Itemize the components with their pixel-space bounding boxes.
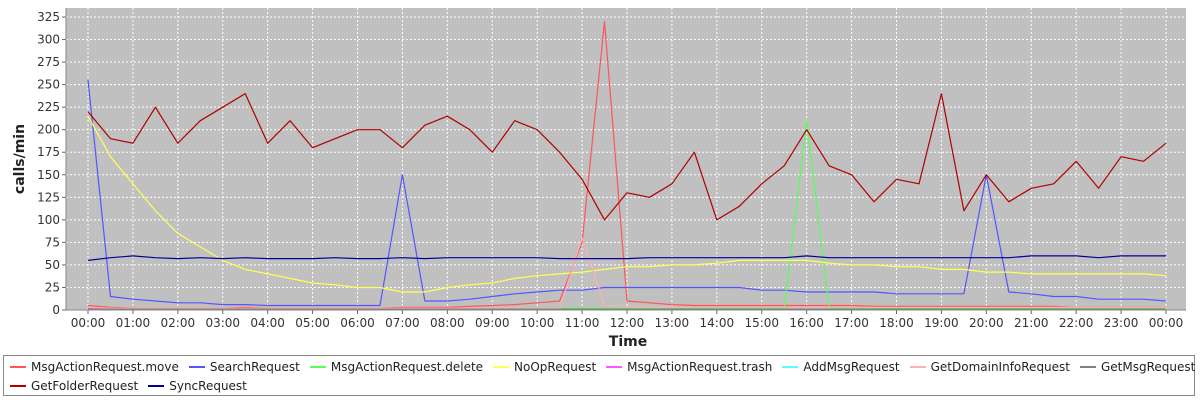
legend: MsgActionRequest.move SearchRequest MsgAct… — [3, 355, 1195, 396]
y-tick-label: 200 — [37, 123, 60, 137]
x-tick-label: 20:00 — [969, 316, 1004, 330]
legend-swatch — [1080, 366, 1096, 368]
legend-item: NoOpRequest — [493, 360, 596, 374]
y-axis: 0 25 50 75 100 125 150 175 200 225 250 275 300 325 — [37, 8, 67, 317]
x-tick-label: 00:00 — [1149, 316, 1184, 330]
legend-item: MsgActionRequest.delete — [309, 360, 484, 374]
legend-label: MsgActionRequest.move — [31, 360, 179, 374]
y-tick-label: 300 — [37, 33, 60, 47]
x-tick-label: 23:00 — [1104, 316, 1139, 330]
x-tick-label: 00:00 — [71, 316, 106, 330]
x-axis-title: Time — [609, 334, 647, 350]
legend-swatch — [309, 366, 326, 368]
series-line-syncrequest — [87, 255, 1166, 261]
x-tick-label: 16:00 — [789, 316, 824, 330]
x-axis: 00:00 01:00 02:00 03:00 04:00 05:00 06:00 07:00… — [66, 309, 1186, 330]
legend-swatch — [10, 385, 26, 387]
x-tick-label: 22:00 — [1059, 316, 1094, 330]
legend-label: SearchRequest — [209, 360, 300, 374]
y-axis-title: calls/min — [12, 124, 28, 194]
x-tick-label: 15:00 — [744, 316, 779, 330]
legend-label: GetFolderRequest — [31, 379, 139, 393]
y-tick-label: 275 — [37, 55, 60, 69]
legend-label: GetDomainInfoRequest — [930, 360, 1070, 374]
legend-item: MsgActionRequest.move — [10, 360, 179, 374]
legend-swatch — [10, 366, 26, 368]
x-tick-label: 03:00 — [205, 316, 240, 330]
legend-swatch — [782, 366, 799, 368]
x-tick-label: 08:00 — [430, 316, 465, 330]
y-tick-label: 25 — [45, 280, 60, 294]
y-tick-label: 250 — [37, 78, 60, 92]
x-tick-label: 14:00 — [700, 316, 735, 330]
legend-swatch — [909, 366, 926, 368]
legend-item: GetMsgRequest — [1080, 360, 1195, 374]
x-tick-label: 04:00 — [250, 316, 285, 330]
legend-swatch — [493, 366, 510, 368]
legend-swatch — [188, 366, 205, 368]
y-tick-label: 50 — [45, 258, 60, 272]
legend-label: NoOpRequest — [514, 360, 597, 374]
legend-label: SyncRequest — [169, 379, 247, 393]
legend-item: AddMsgRequest — [782, 360, 900, 374]
y-tick-label: 150 — [37, 168, 60, 182]
x-tick-label: 12:00 — [610, 316, 645, 330]
x-tick-label: 05:00 — [295, 316, 330, 330]
legend-label: AddMsgRequest — [803, 360, 900, 374]
legend-item: SearchRequest — [188, 360, 300, 374]
legend-item: SyncRequest — [148, 379, 247, 393]
series-line-getfolderrequest — [87, 92, 1167, 221]
x-tick-label: 11:00 — [565, 316, 600, 330]
y-tick-label: 225 — [37, 100, 60, 114]
legend-label: MsgActionRequest.delete — [330, 360, 484, 374]
plot-area — [66, 8, 1186, 310]
legend-item: MsgActionRequest.trash — [606, 360, 772, 374]
legend-label: MsgActionRequest.trash — [627, 360, 773, 374]
x-tick-label: 01:00 — [116, 316, 151, 330]
legend-swatch — [148, 385, 165, 387]
x-tick-label: 07:00 — [385, 316, 420, 330]
legend-row: MsgActionRequest.move SearchRequest MsgAct… — [10, 360, 1200, 374]
y-tick-label: 125 — [37, 190, 60, 204]
y-tick-label: 100 — [37, 213, 60, 227]
y-tick-label: 0 — [52, 303, 60, 317]
x-tick-label: 21:00 — [1014, 316, 1049, 330]
series-lines — [87, 20, 1167, 310]
x-tick-label: 19:00 — [924, 316, 959, 330]
legend-swatch — [606, 366, 623, 368]
x-tick-label: 18:00 — [879, 316, 914, 330]
y-tick-label: 325 — [37, 10, 60, 24]
y-tick-label: 75 — [45, 235, 60, 249]
series-line-nooprequest — [87, 115, 1167, 293]
x-tick-label: 02:00 — [161, 316, 196, 330]
y-tick-label: 175 — [37, 145, 60, 159]
time-series-chart: 0 25 50 75 100 125 150 175 200 225 250 275 300 325 00… — [12, 8, 1186, 350]
legend-row: GetFolderRequest SyncRequest — [10, 379, 257, 393]
x-tick-label: 10:00 — [520, 316, 555, 330]
x-tick-label: 17:00 — [834, 316, 869, 330]
x-tick-label: 13:00 — [655, 316, 690, 330]
legend-item: GetDomainInfoRequest — [909, 360, 1070, 374]
x-tick-label: 09:00 — [475, 316, 510, 330]
legend-label: GetMsgRequest — [1101, 360, 1196, 374]
x-tick-label: 06:00 — [340, 316, 375, 330]
series-line-getdomaininforequest — [87, 237, 1166, 309]
legend-item: GetFolderRequest — [10, 379, 138, 393]
